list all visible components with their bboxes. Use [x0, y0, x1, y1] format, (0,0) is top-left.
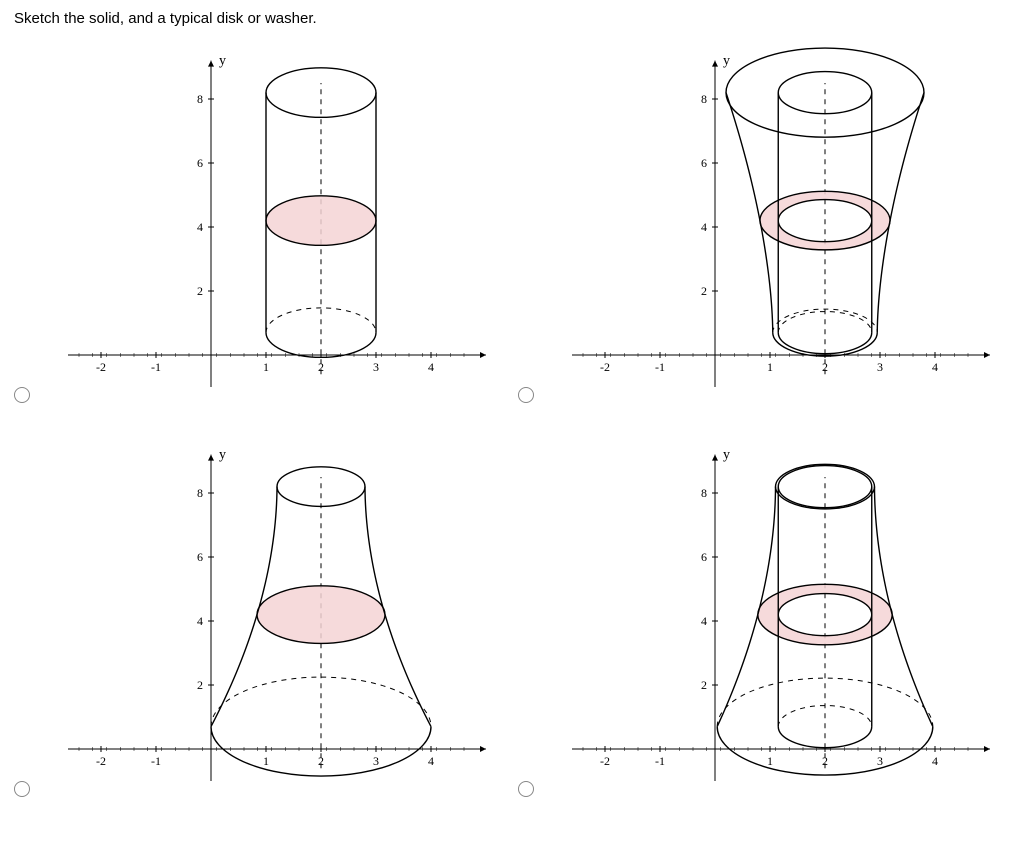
svg-text:3: 3	[373, 754, 379, 768]
svg-text:2: 2	[701, 678, 707, 692]
svg-text:2: 2	[197, 678, 203, 692]
plot-d: -2-112342468xy	[540, 429, 1010, 799]
radio-c[interactable]	[14, 781, 30, 797]
radio-b[interactable]	[518, 387, 534, 403]
option-c[interactable]: -2-112342468xy	[14, 429, 506, 799]
svg-text:3: 3	[877, 754, 883, 768]
svg-text:4: 4	[428, 754, 434, 768]
options-grid: -2-112342468xy -2-112342468xy -2-1123424…	[14, 35, 1010, 799]
svg-text:3: 3	[877, 360, 883, 374]
svg-text:4: 4	[701, 220, 707, 234]
svg-text:8: 8	[197, 486, 203, 500]
svg-text:-2: -2	[600, 360, 610, 374]
svg-text:2: 2	[701, 284, 707, 298]
svg-text:6: 6	[701, 550, 707, 564]
figure-d: -2-112342468xy	[560, 429, 990, 799]
radio-d[interactable]	[518, 781, 534, 797]
svg-text:4: 4	[428, 360, 434, 374]
svg-text:4: 4	[197, 220, 203, 234]
svg-text:-1: -1	[151, 754, 161, 768]
svg-text:1: 1	[263, 754, 269, 768]
svg-text:y: y	[219, 448, 226, 463]
svg-text:8: 8	[701, 486, 707, 500]
svg-text:4: 4	[701, 614, 707, 628]
svg-text:y: y	[219, 54, 226, 69]
svg-text:y: y	[723, 448, 730, 463]
svg-text:6: 6	[701, 156, 707, 170]
svg-text:6: 6	[197, 156, 203, 170]
svg-text:1: 1	[263, 360, 269, 374]
svg-text:4: 4	[932, 754, 938, 768]
svg-text:6: 6	[197, 550, 203, 564]
plot-a: -2-112342468xy	[36, 35, 506, 405]
svg-text:-2: -2	[96, 360, 106, 374]
option-a[interactable]: -2-112342468xy	[14, 35, 506, 405]
plot-c: -2-112342468xy	[36, 429, 506, 799]
svg-text:4: 4	[197, 614, 203, 628]
svg-text:2: 2	[197, 284, 203, 298]
option-d[interactable]: -2-112342468xy	[518, 429, 1010, 799]
svg-text:-2: -2	[96, 754, 106, 768]
question-text: Sketch the solid, and a typical disk or …	[14, 10, 1010, 27]
svg-text:3: 3	[373, 360, 379, 374]
svg-text:-1: -1	[655, 754, 665, 768]
svg-text:8: 8	[197, 92, 203, 106]
svg-text:1: 1	[767, 360, 773, 374]
svg-text:-1: -1	[151, 360, 161, 374]
svg-text:y: y	[723, 54, 730, 69]
svg-text:8: 8	[701, 92, 707, 106]
svg-text:4: 4	[932, 360, 938, 374]
svg-text:-1: -1	[655, 360, 665, 374]
svg-text:-2: -2	[600, 754, 610, 768]
figure-a: -2-112342468xy	[56, 35, 486, 405]
figure-b: -2-112342468xy	[560, 35, 990, 405]
plot-b: -2-112342468xy	[540, 35, 1010, 405]
option-b[interactable]: -2-112342468xy	[518, 35, 1010, 405]
figure-c: -2-112342468xy	[56, 429, 486, 799]
radio-a[interactable]	[14, 387, 30, 403]
svg-text:1: 1	[767, 754, 773, 768]
